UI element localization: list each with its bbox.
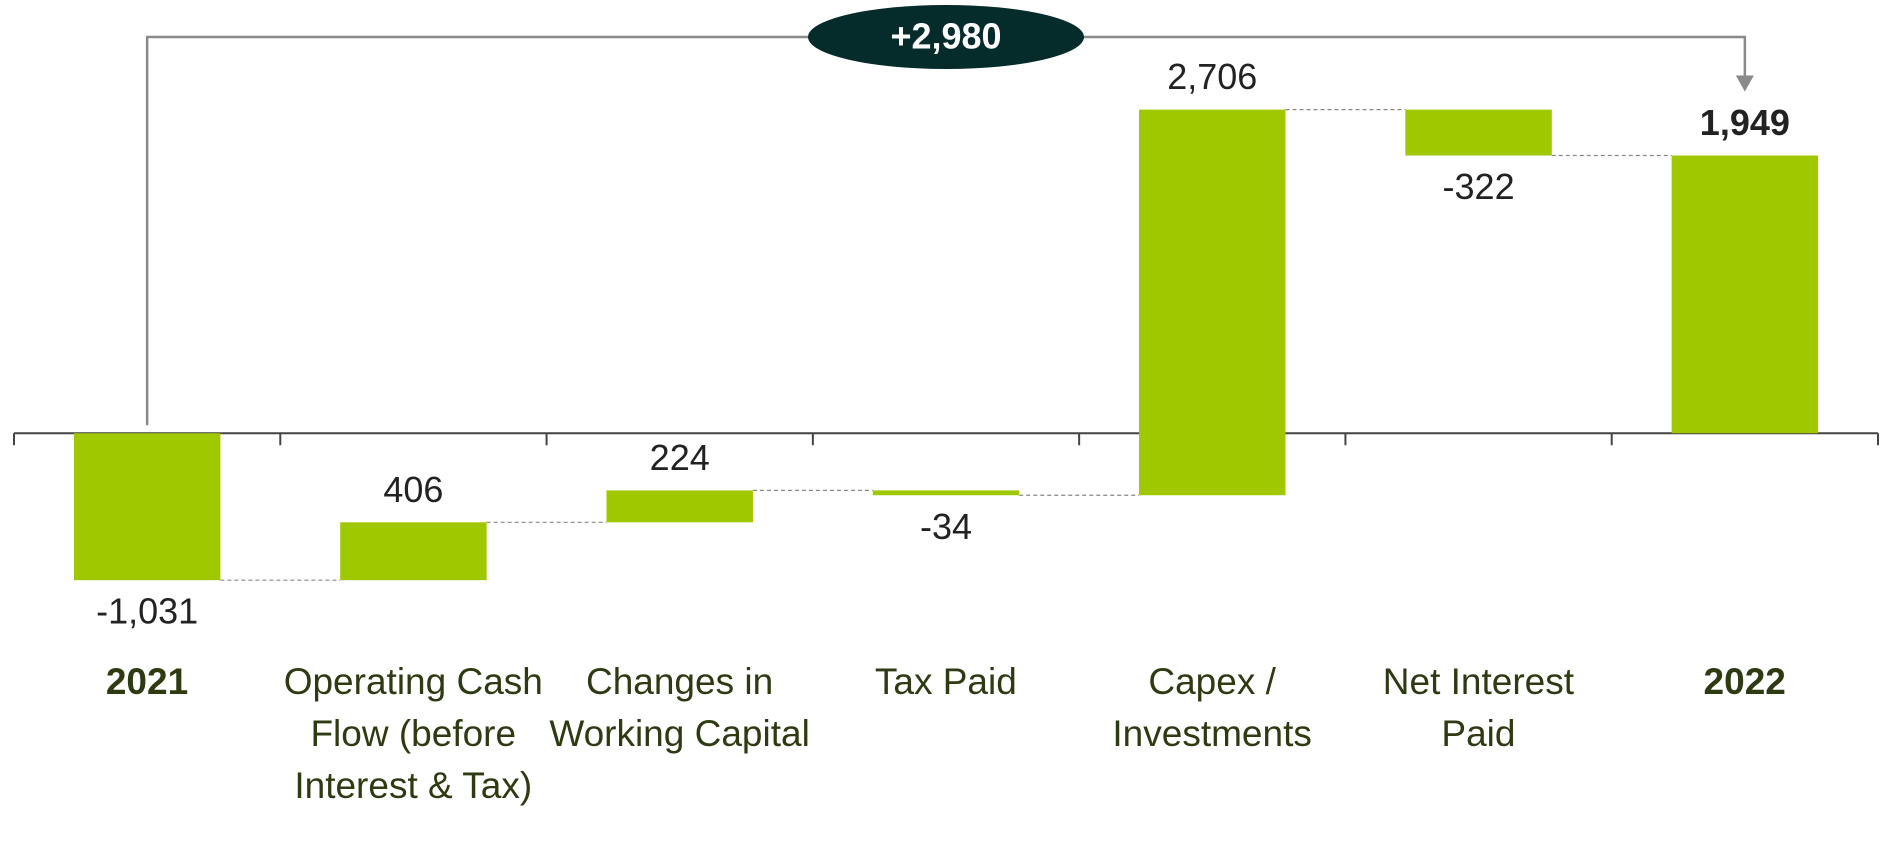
bar — [606, 490, 753, 523]
bar — [73, 433, 221, 581]
value-label: 406 — [383, 469, 443, 510]
value-label: -322 — [1443, 166, 1515, 207]
value-label: 1,949 — [1700, 102, 1790, 143]
category-label: 2022 — [1703, 661, 1786, 702]
category-label: Capex / Investments — [1112, 661, 1312, 754]
category-label: 2021 — [105, 661, 189, 702]
value-label: -34 — [920, 506, 972, 547]
category-label: Tax Paid — [874, 661, 1017, 702]
bracket — [145, 35, 1747, 426]
category-label: Net Interest Paid — [1382, 661, 1575, 754]
annotation-badge — [808, 5, 1084, 69]
annotation: +2,980 — [890, 16, 1001, 57]
value-label: 2,706 — [1167, 56, 1257, 97]
value-label: -1,031 — [96, 591, 198, 632]
category-label: Operating Cash Flow (before Interest & T… — [283, 661, 543, 806]
value-label: 224 — [650, 437, 710, 478]
bar — [1405, 109, 1552, 156]
bar — [1139, 109, 1286, 496]
bracket-arrow — [1735, 75, 1754, 92]
bar — [1671, 155, 1819, 434]
bar — [340, 522, 487, 581]
bar — [872, 490, 1020, 496]
category-label: Changes in Working Capital — [549, 661, 810, 754]
